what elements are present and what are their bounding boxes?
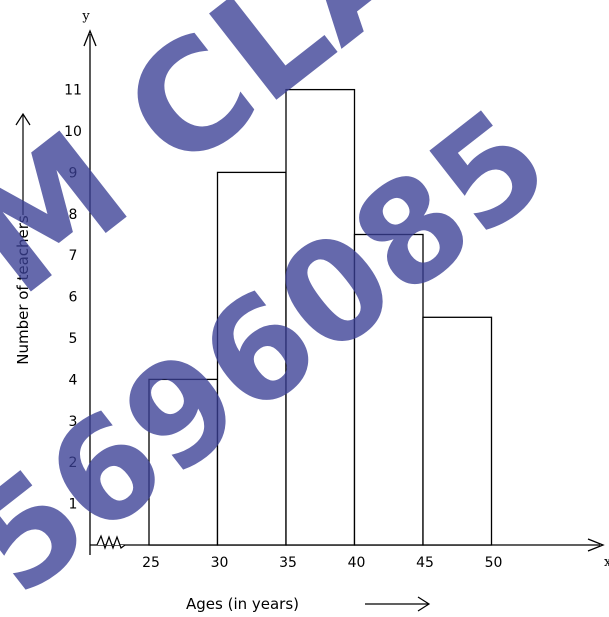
histogram-bar-40-45 bbox=[353, 233, 424, 546]
x-tick-label-25: 25 bbox=[142, 555, 160, 571]
y-tick-label-4: 4 bbox=[69, 372, 78, 388]
bars-group bbox=[148, 88, 493, 546]
histogram-bar-45-50 bbox=[422, 316, 493, 546]
y-tick-label-2: 2 bbox=[69, 455, 78, 471]
x-axis-label-arrowhead bbox=[417, 596, 431, 612]
y-axis-arrowhead bbox=[83, 29, 97, 47]
x-axis-label-group: Ages (in years) bbox=[186, 595, 431, 613]
x-tick-label-35: 35 bbox=[279, 555, 297, 571]
y-tick-label-8: 8 bbox=[69, 207, 78, 223]
y-tick-label-10: 10 bbox=[64, 124, 82, 140]
x-axis-break bbox=[96, 534, 126, 550]
x-tick-label-45: 45 bbox=[416, 555, 434, 571]
y-tick-label-7: 7 bbox=[69, 248, 78, 264]
y-tick-labels: 1 2 3 4 5 6 7 8 9 10 11 bbox=[64, 83, 82, 513]
x-axis-label: Ages (in years) bbox=[186, 595, 299, 613]
histogram-bar-25-30 bbox=[148, 378, 219, 546]
y-tick-label-6: 6 bbox=[69, 290, 78, 306]
y-tick-label-5: 5 bbox=[69, 331, 78, 347]
y-tick-label-3: 3 bbox=[69, 414, 78, 430]
x-axis-letter: x bbox=[604, 555, 609, 570]
y-tick-label-9: 9 bbox=[69, 165, 78, 181]
x-tick-label-50: 50 bbox=[485, 555, 503, 571]
histogram-bar-35-40 bbox=[285, 88, 356, 546]
y-axis-label-arrowhead bbox=[15, 112, 31, 126]
y-axis-letter: y bbox=[81, 9, 90, 24]
x-tick-label-30: 30 bbox=[211, 555, 229, 571]
y-axis-label: Number of teachers bbox=[14, 215, 32, 365]
y-tick-label-11: 11 bbox=[64, 83, 82, 99]
x-axis-arrowhead bbox=[587, 538, 605, 552]
y-tick-label-1: 1 bbox=[69, 497, 78, 513]
y-axis-label-group: Number of teachers bbox=[14, 112, 32, 365]
x-tick-label-40: 40 bbox=[348, 555, 366, 571]
x-tick-labels: 25 30 35 40 45 50 bbox=[142, 555, 502, 571]
